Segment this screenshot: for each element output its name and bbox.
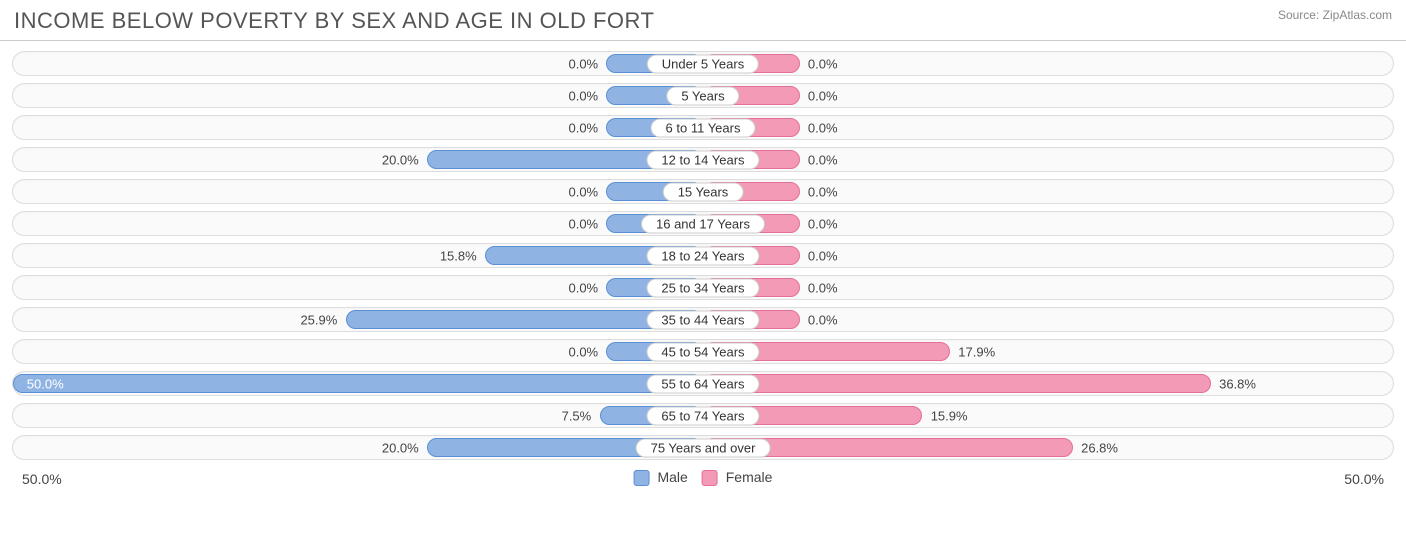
- category-label: 12 to 14 Years: [646, 150, 759, 169]
- female-value-label: 0.0%: [808, 88, 838, 103]
- female-value-label: 0.0%: [808, 184, 838, 199]
- chart-row: 0.0% 0.0% 25 to 34 Years: [12, 275, 1394, 300]
- female-value-label: 0.0%: [808, 120, 838, 135]
- chart-row: 0.0% 17.9% 45 to 54 Years: [12, 339, 1394, 364]
- legend-male-label: Male: [657, 469, 687, 485]
- chart-row: 0.0% 0.0% 15 Years: [12, 179, 1394, 204]
- legend-female: Female: [702, 469, 773, 486]
- chart-header: INCOME BELOW POVERTY BY SEX AND AGE IN O…: [0, 0, 1406, 41]
- category-label: 55 to 64 Years: [646, 374, 759, 393]
- male-value-label: 50.0%: [27, 376, 64, 391]
- chart-row: 0.0% 0.0% 5 Years: [12, 83, 1394, 108]
- male-value-label: 20.0%: [382, 440, 419, 455]
- category-label: 35 to 44 Years: [646, 310, 759, 329]
- male-value-label: 0.0%: [568, 184, 598, 199]
- male-value-label: 0.0%: [568, 120, 598, 135]
- legend-male: Male: [634, 469, 688, 486]
- category-label: 18 to 24 Years: [646, 246, 759, 265]
- female-value-label: 0.0%: [808, 280, 838, 295]
- category-label: 45 to 54 Years: [646, 342, 759, 361]
- chart-row: 7.5% 15.9% 65 to 74 Years: [12, 403, 1394, 428]
- chart-row: 0.0% 0.0% 6 to 11 Years: [12, 115, 1394, 140]
- male-value-label: 0.0%: [568, 56, 598, 71]
- female-value-label: 0.0%: [808, 216, 838, 231]
- male-value-label: 7.5%: [562, 408, 592, 423]
- female-swatch-icon: [702, 470, 718, 486]
- female-value-label: 0.0%: [808, 152, 838, 167]
- female-value-label: 0.0%: [808, 56, 838, 71]
- category-label: 15 Years: [663, 182, 744, 201]
- chart-row: 0.0% 0.0% Under 5 Years: [12, 51, 1394, 76]
- chart-row: 0.0% 0.0% 16 and 17 Years: [12, 211, 1394, 236]
- category-label: 5 Years: [666, 86, 739, 105]
- female-value-label: 36.8%: [1219, 376, 1256, 391]
- chart-row: 20.0% 0.0% 12 to 14 Years: [12, 147, 1394, 172]
- male-value-label: 20.0%: [382, 152, 419, 167]
- category-label: 16 and 17 Years: [641, 214, 765, 233]
- category-label: Under 5 Years: [647, 54, 759, 73]
- legend: Male Female: [634, 469, 773, 486]
- male-bar: [13, 374, 703, 393]
- male-value-label: 0.0%: [568, 280, 598, 295]
- legend-female-label: Female: [726, 469, 773, 485]
- axis-label-right: 50.0%: [1344, 471, 1384, 487]
- male-value-label: 0.0%: [568, 344, 598, 359]
- female-bar: [703, 374, 1211, 393]
- chart-source: Source: ZipAtlas.com: [1278, 8, 1392, 22]
- male-value-label: 0.0%: [568, 216, 598, 231]
- chart-footer: 50.0% 50.0% Male Female: [0, 467, 1406, 513]
- male-swatch-icon: [634, 470, 650, 486]
- male-value-label: 25.9%: [300, 312, 337, 327]
- category-label: 65 to 74 Years: [646, 406, 759, 425]
- chart-row: 20.0% 26.8% 75 Years and over: [12, 435, 1394, 460]
- chart-row: 50.0% 36.8% 55 to 64 Years: [12, 371, 1394, 396]
- chart-row: 25.9% 0.0% 35 to 44 Years: [12, 307, 1394, 332]
- category-label: 6 to 11 Years: [651, 118, 756, 137]
- female-value-label: 0.0%: [808, 312, 838, 327]
- chart-row: 15.8% 0.0% 18 to 24 Years: [12, 243, 1394, 268]
- axis-label-left: 50.0%: [22, 471, 62, 487]
- chart-title: INCOME BELOW POVERTY BY SEX AND AGE IN O…: [14, 8, 654, 34]
- chart-area: 0.0%0.0%Under 5 Years0.0%0.0%5 Years0.0%…: [0, 41, 1406, 460]
- male-value-label: 0.0%: [568, 88, 598, 103]
- category-label: 75 Years and over: [636, 438, 771, 457]
- female-value-label: 17.9%: [958, 344, 995, 359]
- female-value-label: 26.8%: [1081, 440, 1118, 455]
- category-label: 25 to 34 Years: [646, 278, 759, 297]
- female-value-label: 15.9%: [931, 408, 968, 423]
- male-value-label: 15.8%: [440, 248, 477, 263]
- female-value-label: 0.0%: [808, 248, 838, 263]
